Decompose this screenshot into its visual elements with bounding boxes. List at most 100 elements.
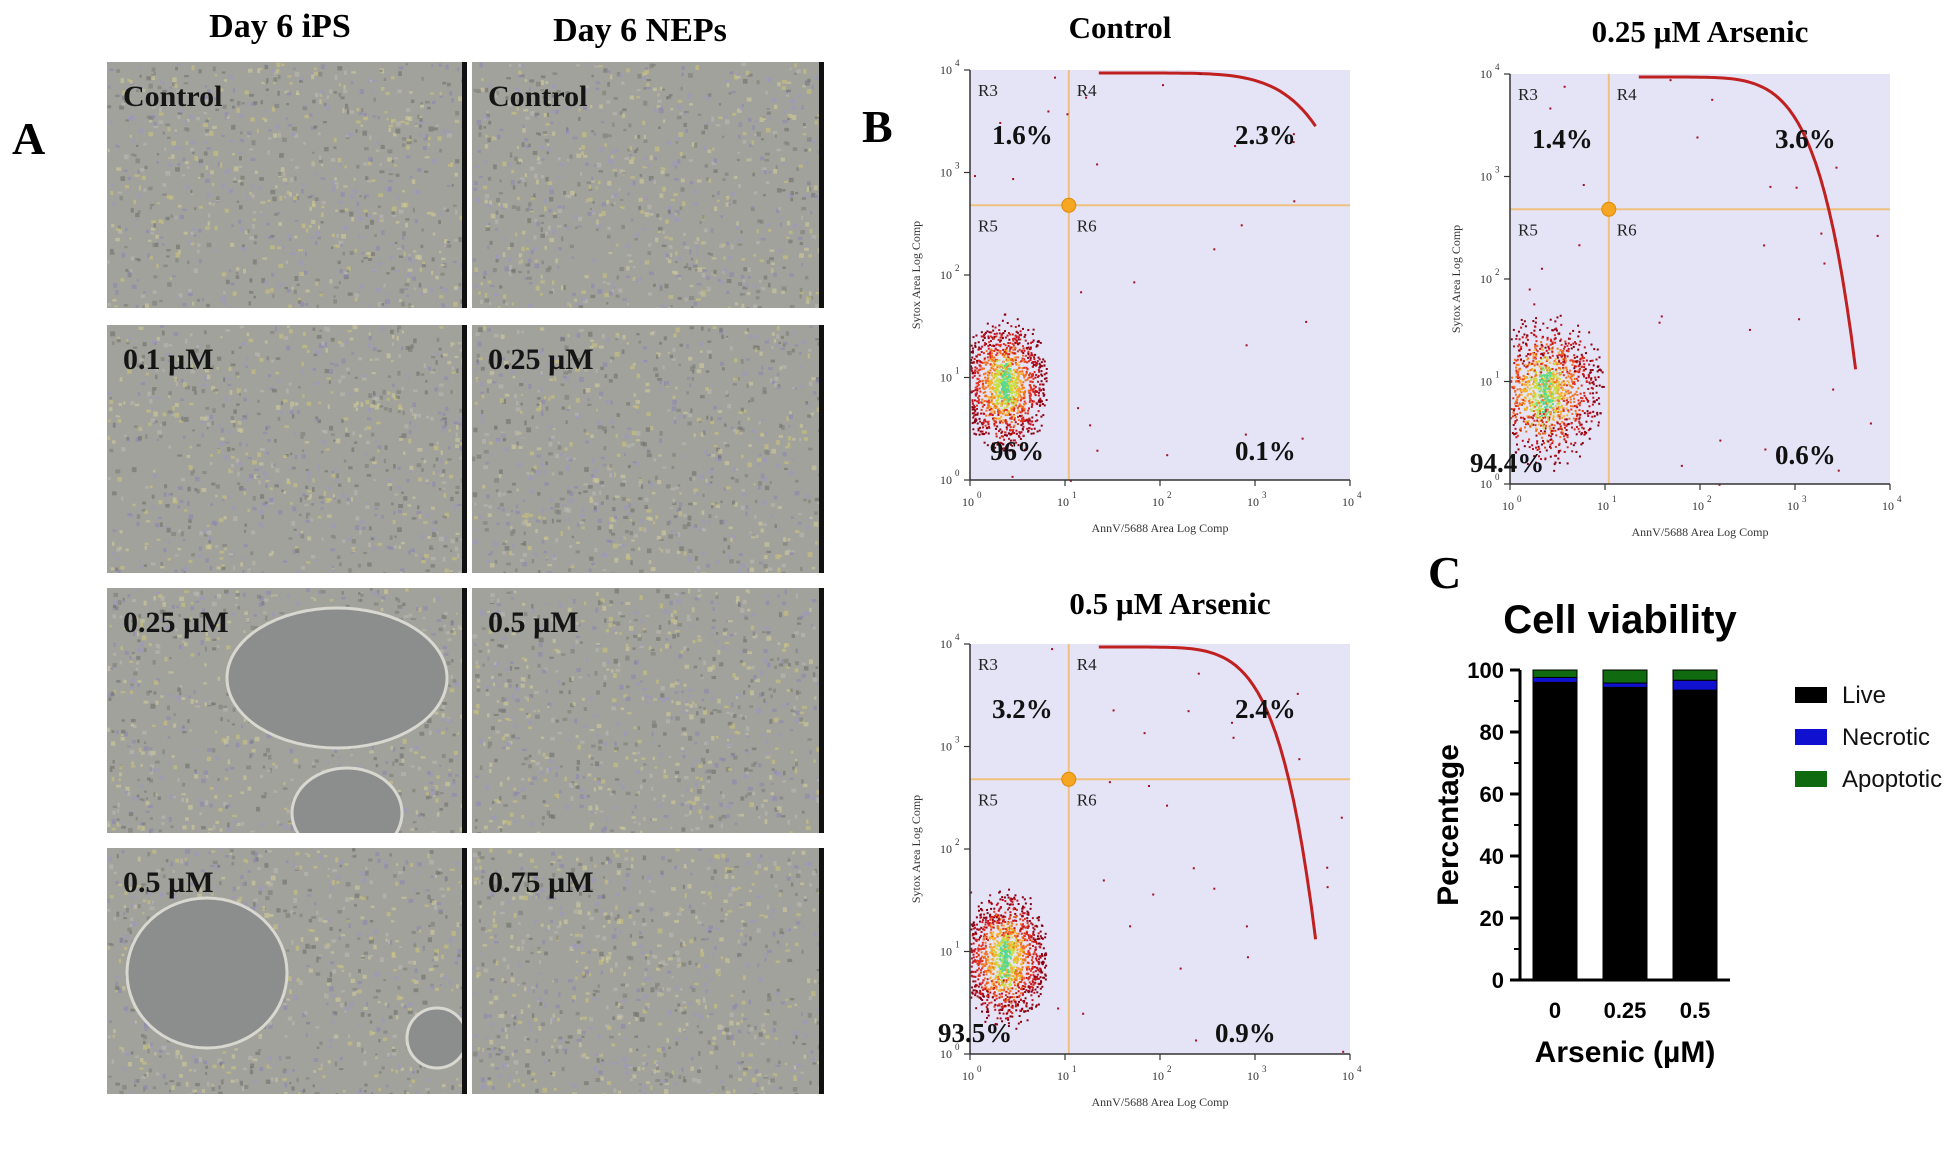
- micrograph-label: Control: [488, 80, 587, 114]
- x-tick-exponent: 1: [1072, 490, 1077, 500]
- x-tick-label: 10: [1342, 495, 1354, 509]
- y-tick-label: 100: [1467, 658, 1504, 683]
- quadrant-percentage: 1.6%: [992, 120, 1053, 150]
- y-tick-label: 10: [940, 268, 952, 282]
- gate-region-label: R6: [1077, 216, 1097, 235]
- bar-segment-necrotic: [1603, 683, 1647, 687]
- y-tick-label: 10: [940, 473, 952, 487]
- x-tick-label: 0: [1549, 998, 1561, 1023]
- y-tick-exponent: 2: [955, 263, 960, 273]
- x-tick-label: 10: [1342, 1069, 1354, 1083]
- y-tick-exponent: 4: [955, 632, 960, 642]
- x-tick-label: 10: [1692, 499, 1704, 513]
- gate-region-label: R3: [978, 655, 998, 674]
- legend-swatch: [1795, 771, 1827, 787]
- x-tick-exponent: 2: [1707, 494, 1712, 504]
- y-axis-label: Sytox Area Log Comp: [909, 795, 923, 903]
- bar-segment-apoptotic: [1603, 670, 1647, 683]
- legend-label: Necrotic: [1842, 724, 1930, 751]
- y-tick-label: 10: [940, 740, 952, 754]
- y-axis-label: Sytox Area Log Comp: [909, 221, 923, 329]
- quadrant-percentage: 93.5%: [938, 1018, 1012, 1048]
- flow-plot-title-025: 0.25 µM Arsenic: [1540, 14, 1860, 50]
- y-tick-label: 20: [1480, 906, 1504, 931]
- panel-c-letter: C: [1428, 546, 1461, 599]
- micrograph-label: Control: [123, 80, 222, 114]
- x-tick-exponent: 0: [977, 490, 982, 500]
- gate-region-label: R6: [1077, 790, 1097, 809]
- micrograph-label: 0.25 µM: [123, 606, 229, 640]
- y-tick-exponent: 3: [955, 735, 960, 745]
- column-title-ips: Day 6 iPS: [120, 8, 440, 46]
- gate-region-label: R5: [978, 216, 998, 235]
- x-tick-label: 0.25: [1604, 998, 1647, 1023]
- micrograph-label: 0.1 µM: [123, 343, 214, 377]
- x-tick-label: 10: [962, 1069, 974, 1083]
- y-tick-label: 10: [1480, 375, 1492, 389]
- quadrant-percentage: 0.1%: [1235, 436, 1296, 466]
- legend-swatch: [1795, 729, 1827, 745]
- bar-segment-necrotic: [1673, 680, 1717, 690]
- micrograph-label: 0.5 µM: [488, 606, 579, 640]
- x-tick-exponent: 3: [1262, 1064, 1267, 1074]
- y-tick-exponent: 2: [955, 837, 960, 847]
- x-axis-label: Arsenic (µM): [1535, 1036, 1716, 1069]
- y-tick-label: 10: [1480, 170, 1492, 184]
- x-tick-exponent: 0: [977, 1064, 982, 1074]
- micrograph-tile: 0.75 µM: [472, 848, 824, 1094]
- flow-plot-title-control: Control: [960, 10, 1280, 46]
- y-tick-label: 10: [940, 945, 952, 959]
- gate-region-label: R4: [1077, 81, 1097, 100]
- x-tick-exponent: 2: [1167, 490, 1172, 500]
- x-tick-exponent: 3: [1802, 494, 1807, 504]
- quadrant-percentage: 0.6%: [1775, 440, 1836, 470]
- micrograph-label: 0.75 µM: [488, 866, 594, 900]
- x-tick-exponent: 1: [1072, 1064, 1077, 1074]
- quadrant-percentage: 3.2%: [992, 694, 1053, 724]
- y-tick-label: 0: [1492, 968, 1504, 993]
- y-tick-label: 10: [940, 63, 952, 77]
- quadrant-percentage: 1.4%: [1532, 124, 1593, 154]
- y-tick-label: 10: [940, 637, 952, 651]
- y-tick-exponent: 1: [955, 940, 960, 950]
- quadrant-percentage: 2.4%: [1235, 694, 1296, 724]
- x-tick-label: 0.5: [1680, 998, 1711, 1023]
- x-axis-label: AnnV/5688 Area Log Comp: [1632, 525, 1769, 539]
- y-tick-exponent: 0: [955, 468, 960, 478]
- x-tick-label: 10: [1502, 499, 1514, 513]
- quadrant-percentage: 94.4%: [1470, 448, 1544, 478]
- micrograph-tile: Control: [107, 62, 467, 308]
- micrograph-tile: 0.5 µM: [107, 848, 467, 1094]
- y-tick-exponent: 4: [955, 58, 960, 68]
- bar-segment-necrotic: [1533, 677, 1577, 682]
- y-tick-exponent: 3: [955, 161, 960, 171]
- x-tick-label: 10: [962, 495, 974, 509]
- x-tick-label: 10: [1247, 495, 1259, 509]
- y-tick-label: 10: [940, 166, 952, 180]
- x-axis-label: AnnV/5688 Area Log Comp: [1092, 521, 1229, 535]
- y-tick-label: 40: [1480, 844, 1504, 869]
- y-tick-label: 10: [940, 1047, 952, 1061]
- y-tick-label: 10: [1480, 272, 1492, 286]
- legend-label: Apoptotic: [1842, 766, 1942, 793]
- x-tick-label: 10: [1247, 1069, 1259, 1083]
- x-tick-label: 10: [1152, 1069, 1164, 1083]
- micrograph-tile: 0.25 µM: [107, 588, 467, 833]
- legend-label: Live: [1842, 682, 1886, 709]
- y-tick-exponent: 2: [1495, 267, 1500, 277]
- x-tick-label: 10: [1057, 1069, 1069, 1083]
- x-tick-label: 10: [1597, 499, 1609, 513]
- x-tick-label: 10: [1057, 495, 1069, 509]
- quadrant-percentage: 3.6%: [1775, 124, 1836, 154]
- panel-a-letter: A: [12, 112, 45, 165]
- gate-region-label: R5: [978, 790, 998, 809]
- y-tick-exponent: 3: [1495, 165, 1500, 175]
- x-tick-label: 10: [1787, 499, 1799, 513]
- bar-segment-apoptotic: [1533, 670, 1577, 677]
- x-axis-label: AnnV/5688 Area Log Comp: [1092, 1095, 1229, 1109]
- y-tick-exponent: 1: [955, 366, 960, 376]
